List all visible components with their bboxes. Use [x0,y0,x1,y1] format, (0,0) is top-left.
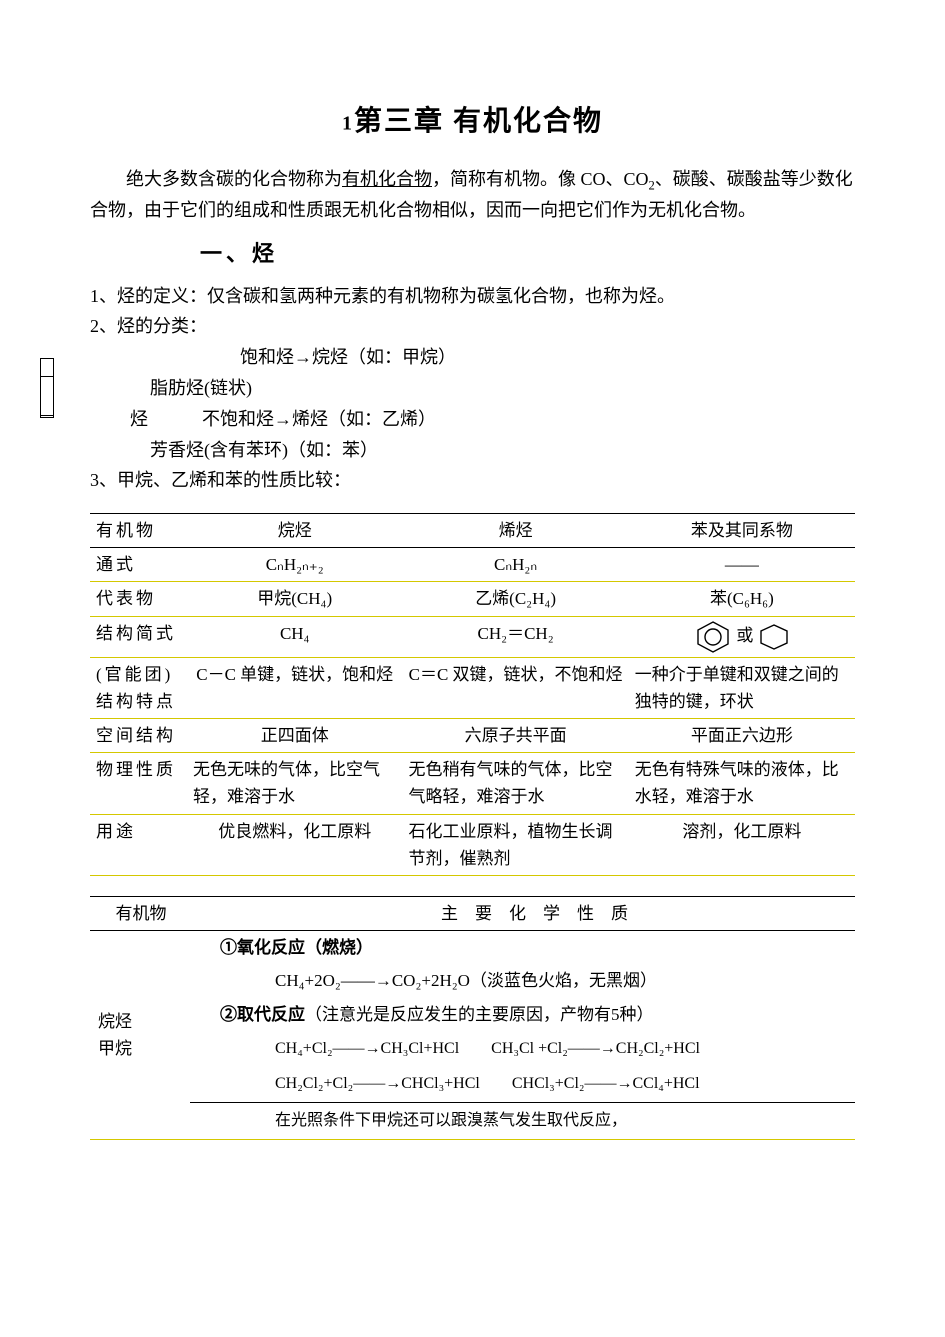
cell: 用途 [90,814,187,875]
rxn-eq: CH₄+2O₂――→CO₂+2H₂O（淡蓝色火焰，无黑烟） [190,964,855,997]
intro-paragraph: 绝大多数含碳的化合物称为有机化合物，简称有机物。像 CO、CO2、碳酸、碳酸盐等… [90,165,855,225]
title-text: 第三章 有机化合物 [354,106,603,137]
cell: 通式 [90,548,187,582]
cell: C－C 单键，链状，饱和烃 [187,657,402,718]
title-number: 1 [342,113,354,135]
hexagon-icon [758,623,790,651]
table-row: 烷烃 甲烷 ①氧化反应（燃烧） [90,931,855,965]
th-4: 苯及其同系物 [629,514,855,548]
eq-text: CH₄+2O₂――→CO₂+2H₂O（淡蓝色火焰，无黑烟） [275,967,849,994]
cell: C＝C 双键，链状，不饱和烃 [402,657,628,718]
cell: CH₄ [187,616,402,657]
rxn-eq: CH₂Cl₂+Cl₂――→CHCl₃+HCl CHCl₃+Cl₂――→CCl₄+… [190,1066,855,1102]
note-text: 在光照条件下甲烷还可以跟溴蒸气发生取代反应， [275,1108,849,1134]
cell: 溶剂，化工原料 [629,814,855,875]
cell: —— [629,548,855,582]
classify-d: 芳香烃(含有苯环)（如：苯） [150,436,855,465]
table-row: 用途 优良燃料，化工原料 石化工业原料，植物生长调节剂，催熟剂 溶剂，化工原料 [90,814,855,875]
cell: 无色稍有气味的气体，比空气略轻，难溶于水 [402,753,628,814]
comparison-table: 有机物 烷烃 烯烃 苯及其同系物 通式 CₙH₂ₙ₊₂ CₙH₂ₙ —— 代表物… [90,513,855,876]
intro-t1: 绝大多数含碳的化合物称为 [126,169,342,189]
cell: 或 [629,616,855,657]
table-row: CH₂Cl₂+Cl₂――→CHCl₃+HCl CHCl₃+Cl₂――→CCl₄+… [90,1066,855,1102]
th-2: 主 要 化 学 性 质 [190,896,855,930]
cell: CₙH₂ₙ [402,548,628,582]
cell: CₙH₂ₙ₊₂ [187,548,402,582]
cell: 物理性质 [90,753,187,814]
label-1: 烷烃 [98,1008,184,1035]
rxn-title-2: ②取代反应（注意光是反应发生的主要原因，产物有5种） [190,998,855,1031]
or-text: 或 [736,626,753,645]
table-row: 在光照条件下甲烷还可以跟溴蒸气发生取代反应， [90,1102,855,1139]
th-1: 有机物 [90,514,187,548]
th-3: 烯烃 [402,514,628,548]
cell: 甲烷(CH₄) [187,582,402,616]
rxn-title-1: ①氧化反应（燃烧） [190,931,855,965]
classify-c: 烃 不饱和烃→烯烃（如：乙烯） [130,405,855,434]
cell: 无色无味的气体，比空气轻，难溶于水 [187,753,402,814]
cell: CH₂＝CH₂ [402,616,628,657]
label-2: 甲烷 [98,1035,184,1062]
section1-heading: 一、烃 [200,236,855,271]
cell: 石化工业原料，植物生长调节剂，催熟剂 [402,814,628,875]
cell: 优良燃料，化工原料 [187,814,402,875]
table-row: 物理性质 无色无味的气体，比空气轻，难溶于水 无色稍有气味的气体，比空气略轻，难… [90,753,855,814]
cell: 代表物 [90,582,187,616]
cell: 无色有特殊气味的液体，比水轻，难溶于水 [629,753,855,814]
table-row: 通式 CₙH₂ₙ₊₂ CₙH₂ₙ —— [90,548,855,582]
compare-head: 3、甲烷、乙烯和苯的性质比较： [90,466,855,495]
classify-b: 脂肪烃(链状) [150,374,855,403]
eq-text: CH₄+Cl₂――→CH₃Cl+HCl CH₃Cl +Cl₂――→CH₂Cl₂+… [275,1036,849,1062]
cell: 六原子共平面 [402,719,628,753]
cell: (官能团)结构特点 [90,657,187,718]
margin-decoration-box2 [40,376,54,416]
page-title: 1第三章 有机化合物 [90,100,855,145]
table-row: CH₄+Cl₂――→CH₃Cl+HCl CH₃Cl +Cl₂――→CH₂Cl₂+… [90,1031,855,1067]
classify-a: 饱和烃→烷烃（如：甲烷） [240,343,855,372]
table-row: 代表物 甲烷(CH₄) 乙烯(C₂H₄) 苯(C₆H₆) [90,582,855,616]
table-row: ②取代反应（注意光是反应发生的主要原因，产物有5种） [90,998,855,1031]
th-2: 烷烃 [187,514,402,548]
cell: 平面正六边形 [629,719,855,753]
rxn-eq: CH₄+Cl₂――→CH₃Cl+HCl CH₃Cl +Cl₂――→CH₂Cl₂+… [190,1031,855,1067]
eq-text: CH₂Cl₂+Cl₂――→CHCl₃+HCl CHCl₃+Cl₂――→CCl₄+… [275,1071,849,1097]
cell: 空间结构 [90,719,187,753]
classify-head: 2、烃的分类： [90,312,855,341]
table-row: (官能团)结构特点 C－C 单键，链状，饱和烃 C＝C 双键，链状，不饱和烃 一… [90,657,855,718]
benzene-circle-icon [694,620,732,654]
t2b: （注意光是反应发生的主要原因，产物有5种） [305,1005,654,1024]
t2a: ②取代反应 [220,1005,305,1024]
def-line: 1、烃的定义：仅含碳和氢两种元素的有机物称为碳氢化合物，也称为烃。 [90,282,855,311]
table-row: 空间结构 正四面体 六原子共平面 平面正六边形 [90,719,855,753]
table-row: CH₄+2O₂――→CO₂+2H₂O（淡蓝色火焰，无黑烟） [90,964,855,997]
th-1: 有机物 [90,896,190,930]
rxn-note: 在光照条件下甲烷还可以跟溴蒸气发生取代反应， [190,1102,855,1139]
table-header-row: 有机物 烷烃 烯烃 苯及其同系物 [90,514,855,548]
properties-table: 有机物 主 要 化 学 性 质 烷烃 甲烷 ①氧化反应（燃烧） CH₄+2O₂―… [90,896,855,1140]
cell: 苯(C₆H₆) [629,582,855,616]
intro-t2: ，简称有机物。像 CO、CO [432,169,649,189]
table-header-row: 有机物 主 要 化 学 性 质 [90,896,855,930]
cell: 乙烯(C₂H₄) [402,582,628,616]
row-label: 烷烃 甲烷 [90,931,190,1139]
cell: 一种介于单键和双键之间的独特的键，环状 [629,657,855,718]
cell: 结构简式 [90,616,187,657]
cell: 正四面体 [187,719,402,753]
intro-underline: 有机化合物 [342,169,432,189]
table-row: 结构简式 CH₄ CH₂＝CH₂ 或 [90,616,855,657]
